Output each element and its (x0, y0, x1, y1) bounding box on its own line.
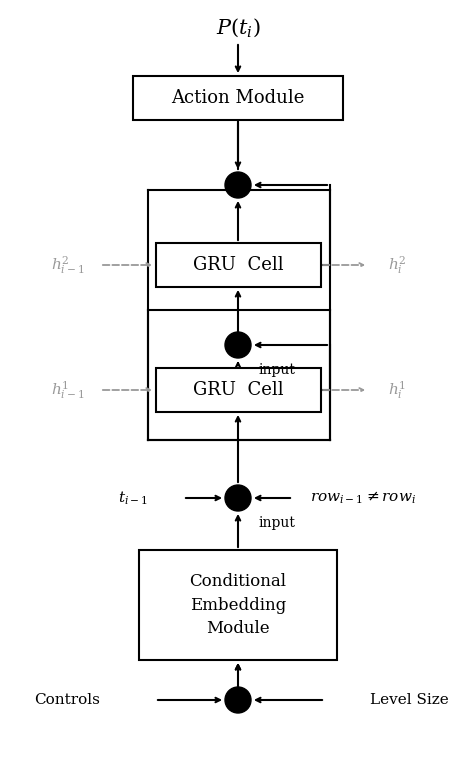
Bar (156, 368, 320, 412)
Text: Controls: Controls (34, 693, 100, 707)
Text: input: input (258, 363, 295, 377)
Bar (133, 76, 343, 120)
Circle shape (225, 332, 251, 358)
Text: GRU  Cell: GRU Cell (193, 256, 283, 274)
Circle shape (225, 172, 251, 198)
Text: $h^2_{i-1}$: $h^2_{i-1}$ (51, 254, 85, 276)
Text: input: input (258, 516, 295, 530)
Text: Action Module: Action Module (171, 89, 305, 107)
Text: $row_{i-1} \neq row_i$: $row_{i-1} \neq row_i$ (310, 490, 416, 506)
Text: Conditional
Embedding
Module: Conditional Embedding Module (189, 573, 287, 637)
Text: $t_{i-1}$: $t_{i-1}$ (118, 489, 148, 507)
Text: $h^2_i$: $h^2_i$ (388, 254, 407, 276)
Text: Level Size: Level Size (370, 693, 449, 707)
Bar (156, 243, 320, 287)
Bar (139, 550, 337, 660)
Text: $h^1_{i-1}$: $h^1_{i-1}$ (51, 379, 85, 401)
Text: GRU  Cell: GRU Cell (193, 381, 283, 399)
Circle shape (225, 687, 251, 713)
Text: $P(t_i)$: $P(t_i)$ (216, 17, 260, 39)
Circle shape (225, 485, 251, 511)
Text: $h^1_i$: $h^1_i$ (388, 379, 406, 401)
